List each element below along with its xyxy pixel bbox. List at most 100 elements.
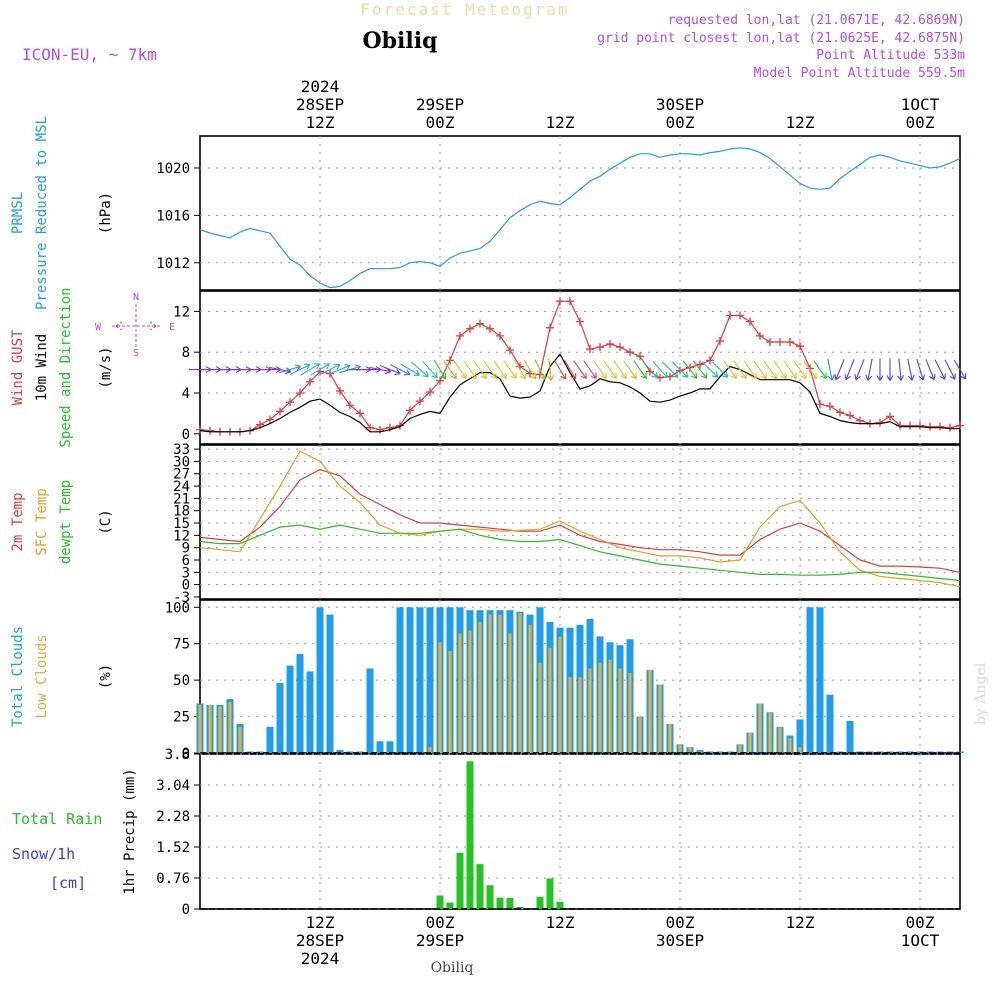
bar-rain — [486, 885, 494, 909]
time-label-bottom: 2024 — [301, 949, 340, 968]
y-tick-label: 3 — [182, 565, 190, 581]
bar-total — [806, 607, 814, 753]
panel-label: Total Rain — [12, 810, 102, 828]
time-label-bottom: 1OCT — [901, 931, 940, 950]
time-label-top: 00Z — [666, 113, 695, 132]
bar-low — [458, 633, 462, 753]
bar-total — [326, 614, 334, 753]
gust-marker — [476, 319, 484, 328]
bar-low — [638, 716, 642, 753]
wind-arrow — [493, 360, 507, 380]
bar-total — [426, 607, 434, 753]
y-tick-label: 100 — [165, 600, 190, 616]
wind-arrow — [773, 360, 787, 380]
gust-marker — [906, 421, 914, 430]
panel-label: Speed and Direction — [58, 287, 74, 447]
panel-label: [cm] — [50, 874, 86, 892]
bar-rain — [496, 897, 504, 909]
bar-low — [438, 642, 442, 753]
wind-arrow — [523, 359, 537, 380]
bar-rain — [556, 901, 564, 909]
wind-arrow — [633, 360, 647, 380]
series-line-dewpt — [199, 524, 961, 582]
bar-total — [406, 607, 414, 753]
y-tick-label: 9 — [182, 541, 190, 557]
y-tick-label: 24 — [173, 479, 190, 495]
gust-marker — [456, 331, 464, 340]
y-tick-label: 4 — [182, 386, 190, 402]
time-label-top: 30SEP — [656, 95, 704, 114]
panel-clouds: 0 25 50 75 100 Total Clouds Low Clouds (%) — [10, 599, 964, 762]
y-tick-label: 15 — [173, 516, 190, 532]
gust-marker — [776, 338, 784, 346]
wind-arrow — [503, 360, 517, 380]
bar-low — [598, 662, 602, 753]
bar-low — [538, 662, 542, 753]
gust-marker — [746, 317, 754, 326]
wind-arrow — [613, 360, 627, 380]
panel-precip: 0 0.76 1.52 2.28 3.04 3.8 Total Rain Snow/1h [cm… — [12, 747, 961, 918]
bar-total — [266, 726, 274, 753]
gust-marker — [406, 406, 414, 415]
series-line-pressure — [199, 147, 961, 289]
wind-arrow — [329, 364, 351, 375]
bar-total — [796, 719, 804, 753]
wind-arrow — [834, 359, 845, 381]
gust-marker — [626, 348, 634, 357]
panel-wind: 0 4 8 12 Wind GUST 10m Wind Speed and Directio… — [10, 287, 967, 448]
wind-arrow — [389, 364, 411, 376]
wind-arrow — [813, 360, 827, 380]
wind-arrow — [723, 360, 737, 380]
gust-marker — [466, 324, 474, 333]
bar-low — [238, 726, 242, 753]
bar-total — [376, 741, 384, 753]
time-label-top: 28SEP — [296, 95, 344, 114]
bar-rain — [466, 761, 474, 909]
y-tick-label: 21 — [173, 491, 190, 507]
gust-marker — [736, 311, 744, 320]
bar-rain — [456, 852, 464, 909]
gust-marker — [376, 425, 384, 434]
gust-marker — [696, 360, 704, 369]
bar-low — [558, 636, 562, 753]
y-tick-label: -3 — [173, 590, 190, 606]
y-tick-label: 30 — [173, 454, 190, 470]
y-tick-label: 0 — [182, 427, 190, 443]
bar-total — [286, 665, 294, 753]
gust-marker — [676, 366, 684, 375]
wind-arrow — [793, 360, 807, 380]
bar-rain — [516, 907, 524, 909]
wind-arrow — [661, 361, 679, 378]
bar-total — [726, 751, 734, 753]
watermark: by Angel — [973, 662, 989, 725]
bar-total — [396, 607, 404, 753]
y-tick-label: 2.28 — [156, 809, 190, 825]
time-label-top: 29SEP — [416, 95, 464, 114]
gust-marker — [836, 408, 844, 417]
wind-arrow — [671, 361, 689, 378]
gust-marker — [846, 411, 854, 420]
wind-arrow — [563, 359, 577, 380]
bar-low — [428, 747, 432, 753]
wind-arrow — [483, 360, 497, 380]
wind-arrow — [886, 358, 894, 381]
grid-point-coords: grid point closest lon,lat (21.0625E, 42… — [597, 31, 965, 46]
bar-low — [518, 613, 522, 753]
panel-frame — [199, 290, 961, 445]
bar-total — [816, 607, 824, 753]
bar-low — [198, 704, 202, 753]
bar-low — [528, 624, 532, 753]
bar-low — [738, 744, 742, 753]
gust-marker — [416, 397, 424, 406]
panel-label: 10m Wind — [34, 334, 50, 401]
unit-label: (m/s) — [98, 346, 114, 388]
bar-low — [668, 723, 672, 753]
point-altitude: Point Altitude 533m — [816, 48, 965, 63]
bar-total — [316, 607, 324, 753]
wind-arrow — [443, 360, 457, 380]
wind-arrow — [701, 361, 719, 378]
panel-frame — [199, 753, 961, 910]
time-label-top: 00Z — [906, 113, 935, 132]
